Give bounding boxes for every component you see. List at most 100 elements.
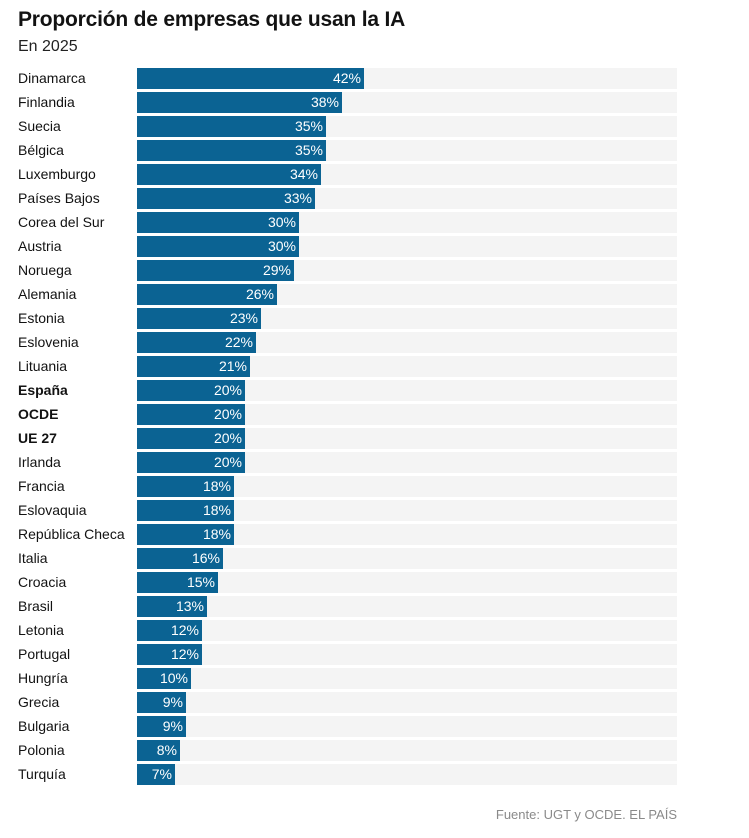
category-label: Países Bajos (18, 190, 100, 206)
bar-track (137, 692, 677, 713)
bar (137, 500, 234, 521)
chart-subtitle: En 2025 (18, 38, 78, 55)
bar (137, 284, 277, 305)
bar-track (137, 620, 677, 641)
value-label: 12% (170, 622, 199, 638)
bar (137, 380, 245, 401)
value-label: 30% (267, 214, 296, 230)
bar-track (137, 572, 677, 593)
bar (137, 140, 326, 161)
category-label: Noruega (18, 262, 72, 278)
category-label: Portugal (18, 646, 71, 662)
category-label: Letonia (18, 622, 64, 638)
bar (137, 404, 245, 425)
bar (137, 308, 261, 329)
bar-track (137, 356, 677, 377)
chart-title: Proporción de empresas que usan la IA (18, 8, 406, 31)
bar (137, 716, 186, 737)
bar-track (137, 428, 677, 449)
value-label: 35% (294, 142, 323, 158)
category-label: Grecia (18, 694, 60, 710)
bar (137, 428, 245, 449)
bar-row: Italia 16% (0, 548, 749, 569)
bar-row: Austria 30% (0, 236, 749, 257)
value-label: 26% (245, 286, 274, 302)
category-label: Bulgaria (18, 718, 70, 734)
bar-row: Croacia 15% (0, 572, 749, 593)
bar-row: OCDE 20% (0, 404, 749, 425)
value-label: 30% (267, 238, 296, 254)
value-label: 12% (170, 646, 199, 662)
bar-row: Países Bajos 33% (0, 188, 749, 209)
bar-row: Alemania 26% (0, 284, 749, 305)
bar (137, 332, 256, 353)
bar-track (137, 644, 677, 665)
value-label: 33% (283, 190, 312, 206)
value-label: 23% (229, 310, 258, 326)
value-label: 34% (289, 166, 318, 182)
category-label: España (18, 382, 68, 398)
bar (137, 572, 218, 593)
bar-row: España 20% (0, 380, 749, 401)
value-label: 38% (310, 94, 339, 110)
value-label: 18% (202, 526, 231, 542)
bar-track (137, 740, 677, 761)
value-label: 18% (202, 478, 231, 494)
category-label: Brasil (18, 598, 54, 614)
category-label: Finlandia (18, 94, 75, 110)
value-label: 13% (175, 598, 204, 614)
bar-row: Eslovenia 22% (0, 332, 749, 353)
category-label: Suecia (18, 118, 61, 134)
bar-row: Bélgica 35% (0, 140, 749, 161)
value-label: 10% (159, 670, 188, 686)
bar (137, 620, 202, 641)
bar (137, 668, 191, 689)
bar (137, 548, 223, 569)
bar (137, 164, 321, 185)
bar-row: Francia 18% (0, 476, 749, 497)
value-label: 20% (213, 454, 242, 470)
value-label: 20% (213, 406, 242, 422)
value-label: 22% (224, 334, 253, 350)
bar-track (137, 548, 677, 569)
bar (137, 356, 250, 377)
bar-track (137, 452, 677, 473)
value-label: 9% (162, 718, 183, 734)
bar (137, 188, 315, 209)
value-label: 16% (191, 550, 220, 566)
bar-row: Portugal 12% (0, 644, 749, 665)
category-label: Corea del Sur (18, 214, 105, 230)
category-label: República Checa (18, 526, 125, 542)
bar-row: Suecia 35% (0, 116, 749, 137)
value-label: 9% (162, 694, 183, 710)
bar-track (137, 524, 677, 545)
bar-row: Bulgaria 9% (0, 716, 749, 737)
bar-row: Luxemburgo 34% (0, 164, 749, 185)
bar-row: Dinamarca 42% (0, 68, 749, 89)
bar (137, 236, 299, 257)
value-label: 18% (202, 502, 231, 518)
bar (137, 452, 245, 473)
bar-row: Lituania 21% (0, 356, 749, 377)
value-label: 42% (332, 70, 361, 86)
category-label: Italia (18, 550, 48, 566)
value-label: 29% (262, 262, 291, 278)
bar (137, 692, 186, 713)
bar-track (137, 404, 677, 425)
category-label: Eslovenia (18, 334, 79, 350)
category-label: Polonia (18, 742, 65, 758)
category-label: Dinamarca (18, 70, 86, 86)
bar-row: Letonia 12% (0, 620, 749, 641)
bar (137, 644, 202, 665)
bar-row: Polonia 8% (0, 740, 749, 761)
bar-row: Hungría 10% (0, 668, 749, 689)
bar-row: República Checa 18% (0, 524, 749, 545)
bar (137, 740, 180, 761)
category-label: Bélgica (18, 142, 64, 158)
bar-track (137, 476, 677, 497)
bar-track (137, 716, 677, 737)
value-label: 7% (151, 766, 172, 782)
bar-row: Turquía 7% (0, 764, 749, 785)
bar (137, 764, 175, 785)
